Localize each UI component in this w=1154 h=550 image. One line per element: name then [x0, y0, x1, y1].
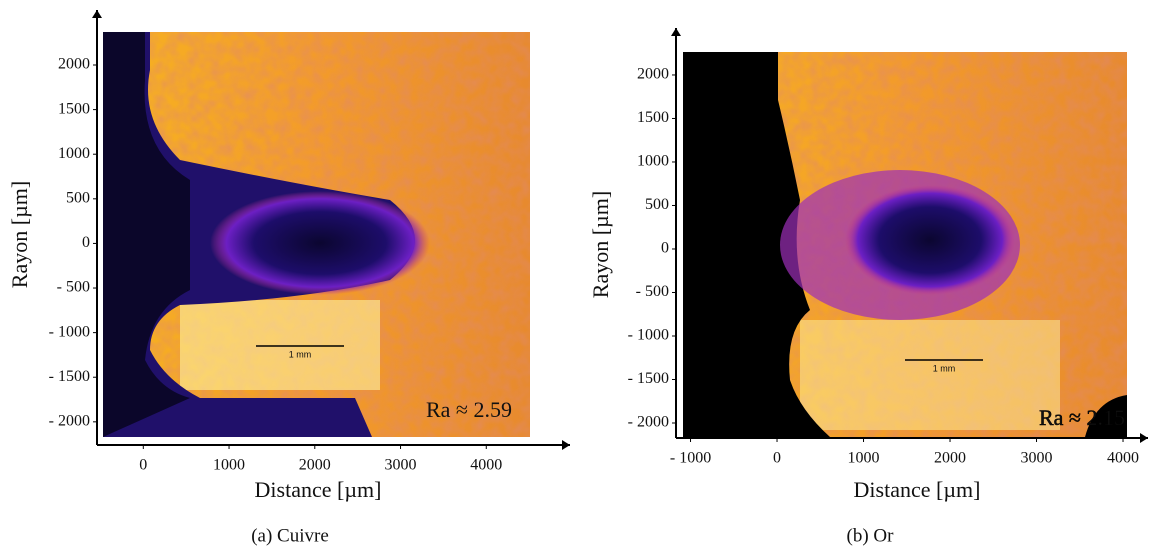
arrow [1140, 433, 1148, 443]
heatmap-image [683, 52, 1127, 437]
y-axis-label: Rayon [µm] [7, 181, 32, 288]
y-tick-label: - 1000 [49, 323, 90, 340]
roughness-annotation: Ra ≈ 2.59 [426, 397, 512, 422]
x-axis-label: Distance [µm] [255, 477, 382, 502]
scale-bar-label: 1 mm [289, 349, 312, 359]
x-tick-label: 2000 [934, 450, 966, 467]
arrow [92, 10, 102, 18]
x-tick-label: 0 [139, 457, 147, 474]
x-tick-label: 4000 [1107, 450, 1139, 467]
y-axis-label: Rayon [µm] [588, 191, 613, 298]
y-tick-label: - 1500 [49, 368, 90, 385]
arrow [671, 28, 681, 36]
y-tick-label: 1500 [58, 100, 90, 117]
y-tick-label: 0 [82, 234, 90, 251]
y-tick-label: - 2000 [49, 413, 90, 430]
caption: (b) Or [847, 525, 895, 546]
x-axis-label: Distance [µm] [854, 477, 981, 502]
x-tick-label: 1000 [848, 450, 880, 467]
x-tick-label: 0 [773, 450, 781, 467]
heatmap-image [103, 32, 530, 437]
x-tick-label: 3000 [1021, 450, 1053, 467]
y-tick-label: 500 [66, 189, 90, 206]
y-tick-label: - 500 [57, 279, 90, 296]
scale-bar-label: 1 mm [933, 363, 956, 373]
x-tick-label: 2000 [299, 457, 331, 474]
y-tick-label: - 1000 [628, 327, 669, 344]
y-tick-label: 2000 [637, 66, 669, 83]
caption: (a) Cuivre [251, 525, 329, 546]
x-tick-label: - 1000 [670, 450, 711, 467]
roughness-annotation: Ra ≈ 2.15 [1039, 405, 1125, 430]
x-tick-label: 1000 [213, 457, 245, 474]
y-tick-label: 0 [661, 240, 669, 257]
x-tick-label: 4000 [470, 457, 502, 474]
y-tick-label: - 500 [636, 283, 669, 300]
y-tick-label: 1000 [58, 145, 90, 162]
y-tick-label: 2000 [58, 56, 90, 73]
y-tick-label: - 1500 [628, 370, 669, 387]
y-tick-label: - 2000 [628, 414, 669, 431]
x-tick-label: 3000 [385, 457, 417, 474]
arrow [562, 440, 570, 450]
y-tick-label: 1500 [637, 109, 669, 126]
y-tick-label: 500 [645, 196, 669, 213]
y-tick-label: 1000 [637, 153, 669, 170]
